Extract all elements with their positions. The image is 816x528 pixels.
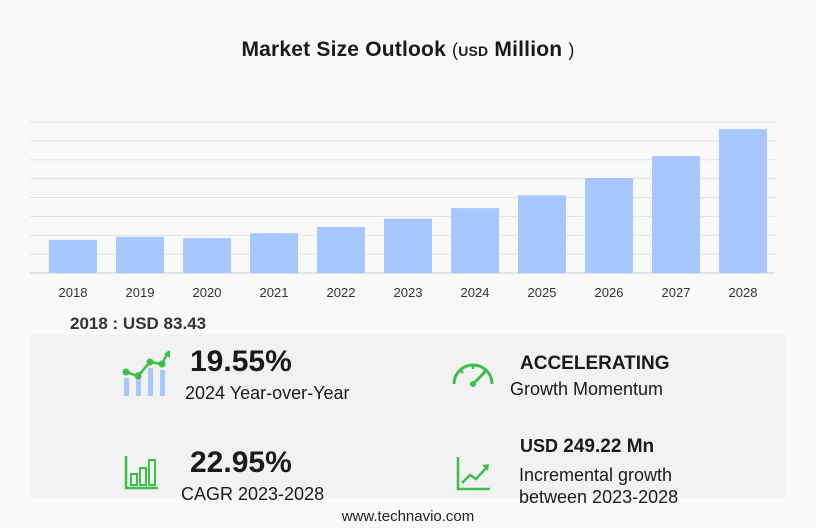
title-paren-open: ( (452, 40, 459, 60)
x-tick-label: 2027 (662, 285, 691, 300)
cagr-label: CAGR 2023-2028 (181, 484, 325, 504)
x-tick-label: 2020 (193, 285, 222, 300)
cagr-value: 22.95% (190, 446, 292, 479)
incremental-label-line1: Incremental growth (519, 465, 673, 485)
chart-title: Market Size Outlook (USD Million ) (0, 38, 816, 62)
bar-2025 (518, 195, 566, 273)
x-tick-label: 2019 (126, 285, 155, 300)
yoy-label: 2024 Year-over-Year (185, 383, 350, 403)
incremental-value: USD 249.22 Mn (520, 436, 654, 458)
incremental-currency: USD (520, 436, 559, 456)
x-tick-label: 2023 (394, 285, 423, 300)
x-tick-label: 2025 (528, 285, 557, 300)
bar-chart-icon (124, 456, 158, 490)
momentum-label: Growth Momentum (510, 379, 664, 399)
trend-up-icon (456, 457, 490, 491)
title-unit-prefix: USD (458, 43, 489, 59)
title-paren-close: ) (568, 40, 575, 60)
x-tick-label: 2022 (327, 285, 356, 300)
bar-2028 (719, 129, 767, 273)
momentum-value: ACCELERATING (520, 353, 670, 374)
x-tick-label: 2024 (461, 285, 490, 300)
bar-2021 (250, 233, 298, 273)
x-tick-label: 2028 (729, 285, 758, 300)
yoy-value: 19.55% (190, 345, 292, 378)
bar-chart: 2018 2019 2020 2021 2022 2023 2024 2025 2026 2027… (30, 121, 775, 300)
bar-2023 (384, 218, 432, 273)
chart-title-main: Market Size Outlook (241, 38, 446, 61)
x-tick-label: 2026 (595, 285, 624, 300)
bar-2024 (451, 208, 499, 273)
x-tick-label: 2018 (59, 285, 88, 300)
bar-2026 (585, 177, 633, 273)
bar-2018 (49, 239, 97, 273)
growth-chart-icon (122, 350, 170, 396)
incremental-label-line2: between 2023-2028 (519, 487, 679, 507)
base-year-value: 2018 : USD 83.43 (70, 314, 207, 333)
bar-2020 (183, 238, 231, 273)
speedometer-icon (452, 363, 494, 387)
x-tick-label: 2021 (260, 285, 289, 300)
bar-2027 (652, 156, 700, 273)
title-unit: Million (494, 38, 563, 61)
footer-url: www.technavio.com (341, 508, 475, 525)
incremental-amount: 249.22 Mn (563, 436, 655, 457)
bar-2022 (317, 226, 365, 273)
bar-2019 (116, 236, 164, 273)
